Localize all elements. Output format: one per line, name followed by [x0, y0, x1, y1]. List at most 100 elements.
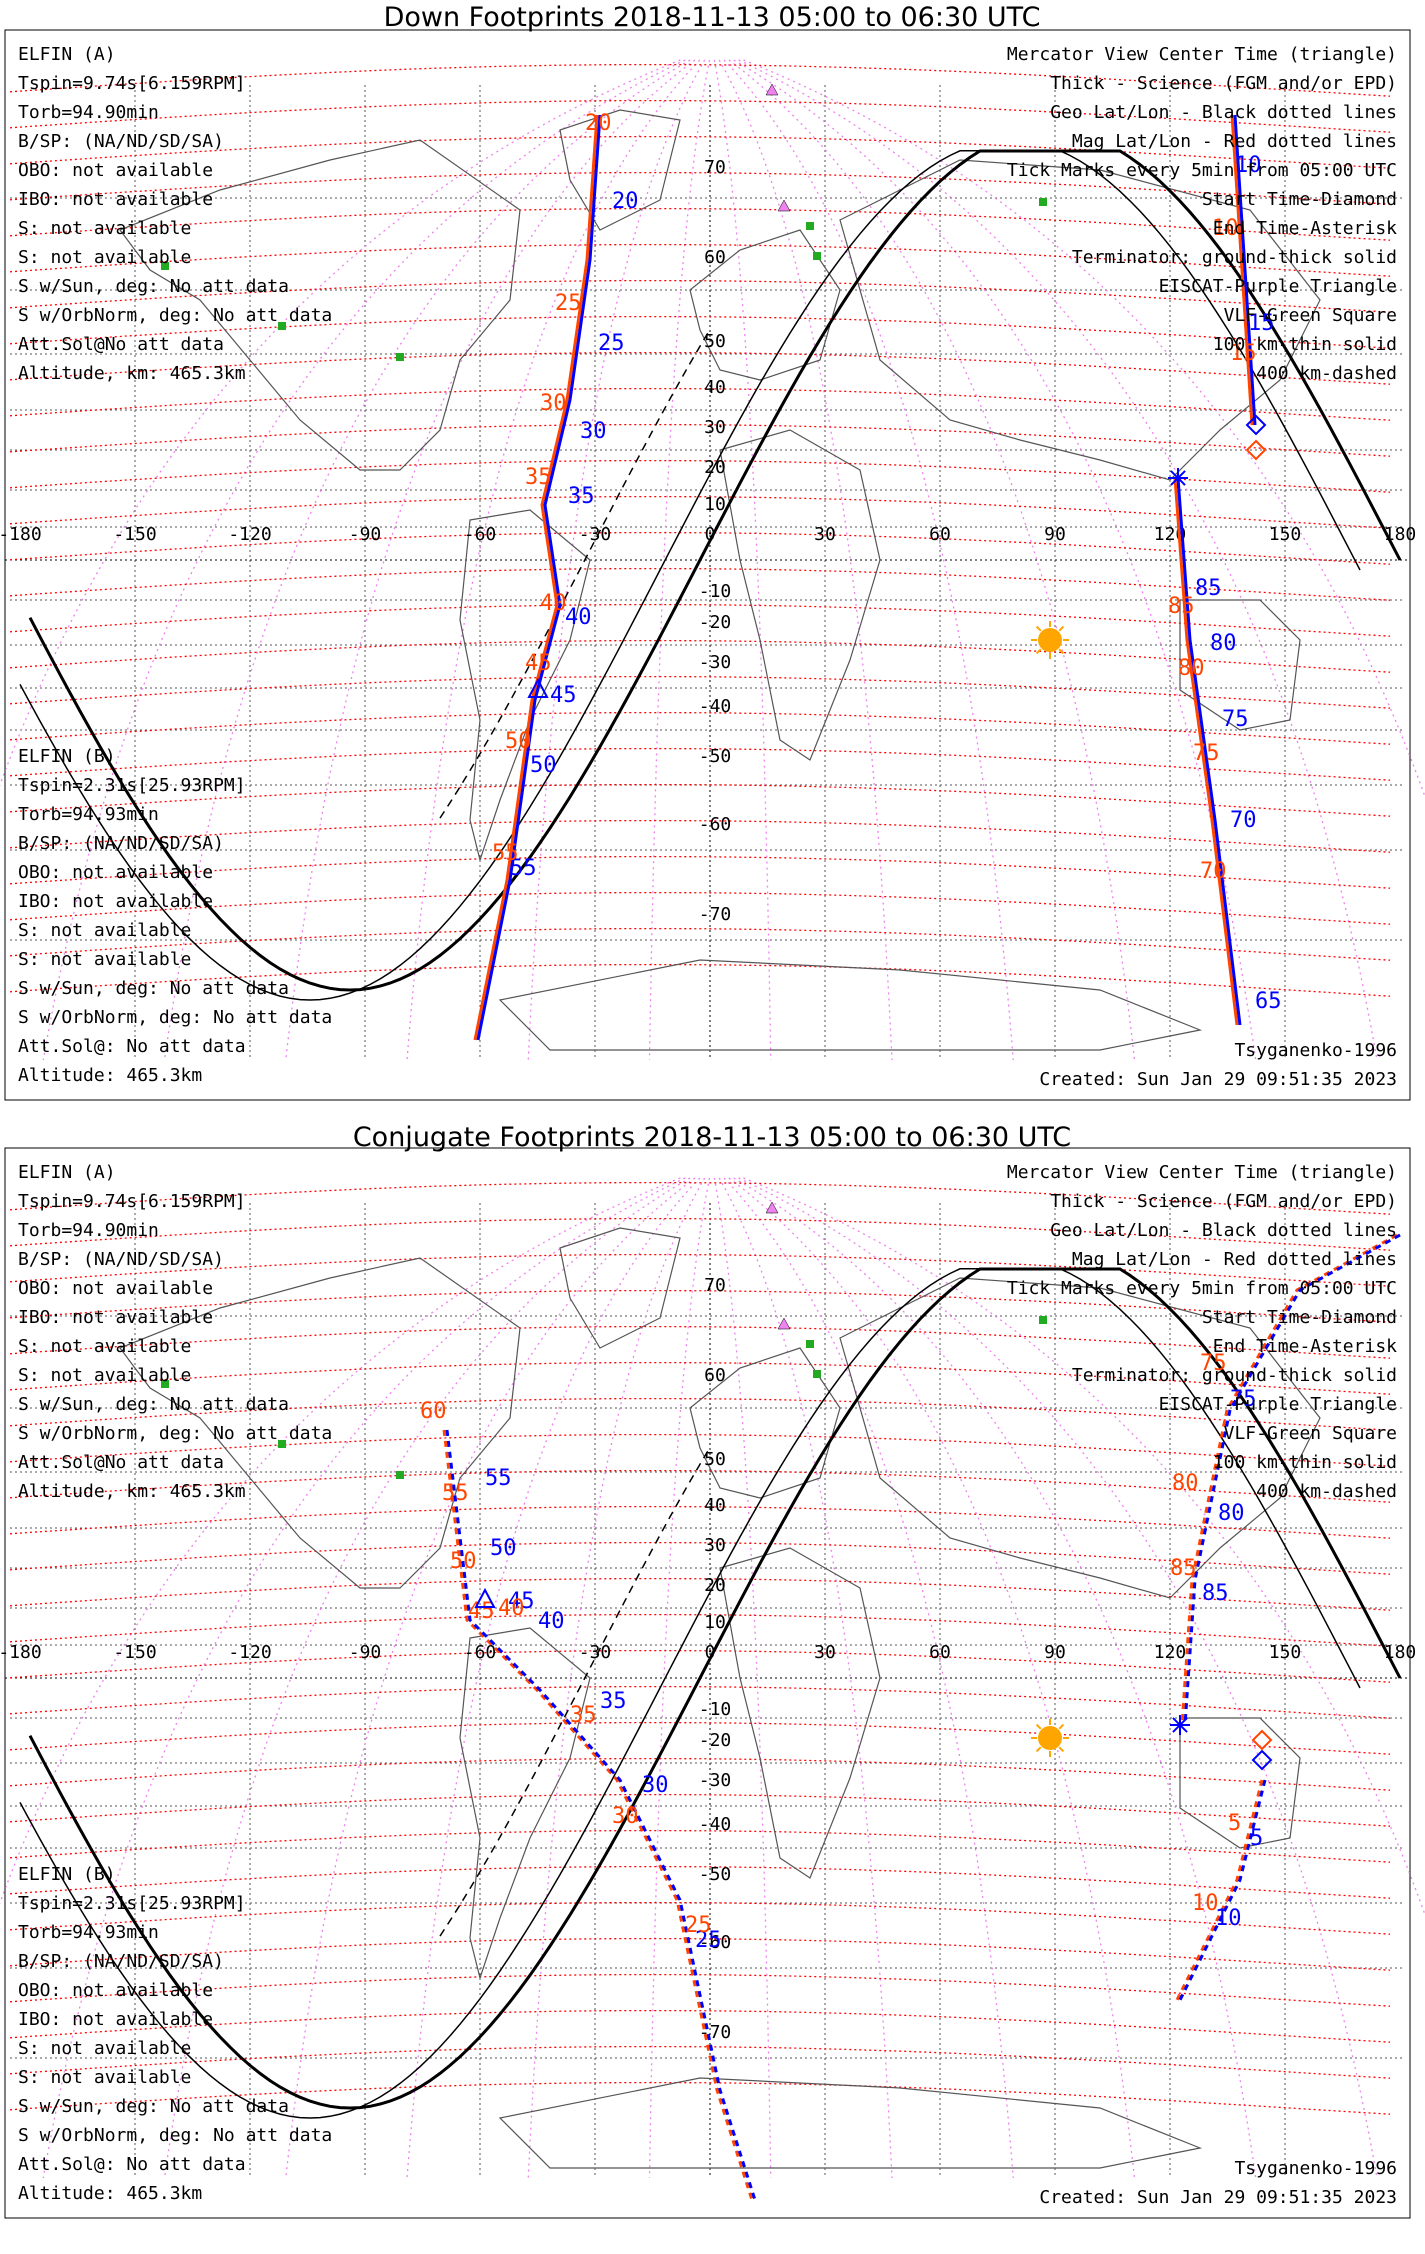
continent-outline — [689, 1347, 841, 1499]
elfin-a-time-tick: 30 — [580, 419, 607, 444]
legend: Mercator View Center Time (triangle) Thic… — [1007, 44, 1397, 384]
vlf-square-icon — [813, 252, 821, 260]
mag-lon-line — [527, 1177, 706, 2179]
geo-latitude-grid — [5, 197, 1410, 941]
lon-tick-label: 180 — [1384, 1642, 1417, 1663]
lon-tick-label: 90 — [1044, 524, 1066, 545]
elfin-a-time-tick: 80 — [1210, 631, 1237, 656]
info-line: S w/OrbNorm, deg: No att data — [18, 305, 332, 326]
lon-tick-label: 120 — [1154, 1642, 1187, 1663]
mag-lon-line — [285, 1177, 696, 2179]
mag-lat-line — [9, 711, 1391, 745]
lat-tick-label: -20 — [699, 612, 732, 633]
elfin-a-track — [1183, 1233, 1401, 1726]
lon-tick-label: -60 — [464, 1642, 497, 1663]
elfin-a-label: ELFIN (A) — [18, 44, 116, 65]
lon-tick-label: -30 — [579, 524, 612, 545]
mag-lon-line — [406, 1177, 701, 2179]
info-line: S: not available — [18, 949, 191, 970]
info-line: S: not available — [18, 218, 191, 239]
continent-outline — [119, 139, 521, 471]
mag-lat-line — [9, 891, 1391, 925]
mag-lat-line — [9, 603, 1391, 637]
elfin-a-time-tick: 35 — [568, 484, 595, 509]
lat-tick-label: 10 — [704, 1612, 726, 1633]
terminator-curves — [19, 1267, 1402, 2119]
lon-tick-label: 0 — [705, 524, 716, 545]
lat-tick-label: -50 — [699, 746, 732, 767]
elfin-b-time-tick: 85 — [1168, 594, 1195, 619]
mag-lat-line — [9, 927, 1391, 961]
vlf-square-icon — [278, 1440, 286, 1448]
mag-lat-line — [9, 279, 1391, 313]
continent-outline — [1179, 1717, 1301, 1849]
info-line: Tspin=2.31s[25.93RPM] — [18, 1893, 246, 1914]
elfin-b-time-tick: 35 — [525, 465, 552, 490]
down-footprints-panel: Down Footprints 2018-11-13 05:00 to 06:3… — [0, 2, 1425, 1101]
info-line: B/SP: (NA/ND/SD/SA) — [18, 1951, 224, 1972]
mag-lat-line — [9, 423, 1391, 457]
legend-entry: End Time-Asterisk — [1213, 1336, 1397, 1357]
info-line: Altitude: 465.3km — [18, 2183, 202, 2204]
elfin-b-info: ELFIN (B) Tspin=2.31s[25.93RPM] Torb=94.93… — [18, 746, 332, 1086]
created-timestamp: Created: Sun Jan 29 09:51:35 2023 — [1039, 2187, 1397, 2208]
mag-lat-line — [9, 1505, 1391, 1539]
elfin-b-time-tick: 60 — [420, 1399, 447, 1424]
info-line: S: not available — [18, 2067, 191, 2088]
legend-entry: Start Time-Diamond — [1202, 189, 1397, 210]
mag-lat-line — [9, 207, 1391, 241]
continent-outline — [459, 1627, 591, 1981]
mag-lat-line — [9, 387, 1391, 421]
elfin-b-time-tick: 20 — [585, 111, 612, 136]
info-line: OBO: not available — [18, 160, 213, 181]
elfin-a-time-tick: 70 — [1230, 808, 1257, 833]
lat-tick-label: 70 — [704, 1275, 726, 1296]
elfin-a-info: ELFIN (A) Tspin=9.74s[6.159RPM] Torb=94.90… — [18, 44, 332, 384]
continent-outline — [719, 429, 881, 761]
terminator-ground-thick — [28, 1267, 1402, 2110]
info-line: S w/Sun, deg: No att data — [18, 2096, 289, 2117]
terminator-100km — [19, 1268, 1361, 2119]
info-line: Tspin=9.74s[6.159RPM] — [18, 73, 246, 94]
mag-lat-line — [9, 63, 1391, 97]
geo-latitude-grid — [5, 1315, 1410, 2059]
lat-tick-label: -70 — [699, 904, 732, 925]
lon-tick-label: 30 — [814, 524, 836, 545]
continent-outline — [498, 959, 1203, 1051]
mag-lat-line — [9, 1469, 1391, 1503]
info-line: S: not available — [18, 1336, 191, 1357]
elfin-a-time-tick: 10 — [1235, 153, 1262, 178]
info-line: S w/Sun, deg: No att data — [18, 978, 289, 999]
elfin-a-time-tick: 65 — [1255, 989, 1282, 1014]
lat-tick-label: -60 — [699, 814, 732, 835]
legend-entry: Thick - Science (FGM and/or EPD) — [1050, 1191, 1397, 1212]
elfin-b-track — [1175, 1779, 1264, 2001]
elfin-b-time-tick: 15 — [1230, 341, 1257, 366]
info-line: S: not available — [18, 1365, 191, 1386]
mag-lon-line — [527, 59, 706, 1061]
legend-entry: Geo Lat/Lon - Black dotted lines — [1050, 1220, 1397, 1241]
lon-tick-label: 150 — [1269, 1642, 1302, 1663]
mag-lat-line — [9, 1397, 1391, 1431]
panel-frame — [4, 29, 1411, 1101]
elfin-b-time-tick: 35 — [570, 1703, 597, 1728]
continent-outline — [559, 1227, 681, 1349]
elfin-b-time-tick: 40 — [498, 1596, 525, 1621]
elfin-a-track — [1176, 477, 1242, 1026]
start-diamond-icon — [1245, 414, 1267, 436]
legend-entry: Thick - Science (FGM and/or EPD) — [1050, 73, 1397, 94]
mag-lat-line — [9, 1865, 1391, 1899]
elfin-b-time-tick: 70 — [1200, 859, 1227, 884]
info-line: S: not available — [18, 2038, 191, 2059]
lon-tick-label: 90 — [1044, 1642, 1066, 1663]
mag-lat-line — [9, 1613, 1391, 1647]
mag-lat-line — [9, 1757, 1391, 1791]
elfin-b-info: ELFIN (B) Tspin=2.31s[25.93RPM] Torb=94.93… — [18, 1864, 332, 2204]
mag-lat-line — [9, 99, 1391, 133]
mag-lat-line — [9, 135, 1391, 169]
conjugate-footprints-panel: Conjugate Footprints 2018-11-13 05:00 to… — [0, 1122, 1425, 2219]
elfin-a-time-tick: 45 — [550, 683, 577, 708]
mag-lat-line — [9, 351, 1391, 385]
vlf-square-icon — [806, 222, 814, 230]
elfin-a-time-tick: 15 — [1248, 311, 1275, 336]
